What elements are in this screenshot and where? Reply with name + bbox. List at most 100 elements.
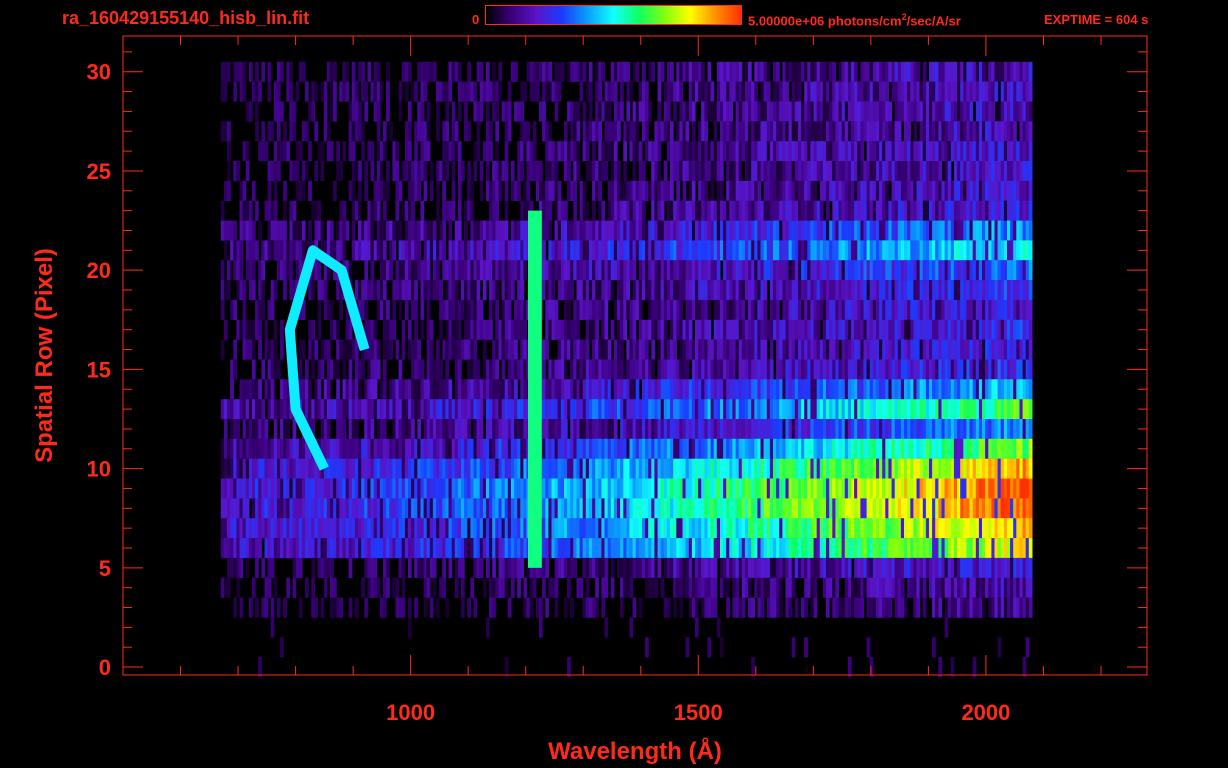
heatmap-cell xyxy=(882,319,886,340)
heatmap-cell xyxy=(701,399,705,420)
heatmap-cell xyxy=(657,180,662,201)
heatmap-cell xyxy=(751,260,755,281)
heatmap-cell xyxy=(769,141,774,162)
heatmap-cell xyxy=(982,379,986,400)
heatmap-cell xyxy=(638,498,643,519)
heatmap-cell xyxy=(729,240,733,261)
heatmap-cell xyxy=(258,339,262,360)
heatmap-cell xyxy=(398,419,403,440)
heatmap-cell xyxy=(492,161,496,182)
heatmap-cell xyxy=(495,121,499,142)
heatmap-cell xyxy=(857,180,861,201)
heatmap-cell xyxy=(666,260,671,281)
heatmap-cell xyxy=(975,180,980,201)
heatmap-cell xyxy=(326,61,331,82)
heatmap-cell xyxy=(854,141,858,162)
heatmap-cell xyxy=(492,438,496,459)
heatmap-cell xyxy=(520,438,524,459)
heatmap-cell xyxy=(423,121,428,142)
heatmap-cell xyxy=(314,200,319,221)
heatmap-cell xyxy=(794,419,799,440)
heatmap-cell xyxy=(479,399,484,420)
heatmap-cell xyxy=(570,180,574,201)
heatmap-cell xyxy=(885,379,889,400)
heatmap-cell xyxy=(529,61,534,82)
heatmap-cell xyxy=(588,478,593,499)
heatmap-cell xyxy=(732,121,737,142)
heatmap-cell xyxy=(383,438,387,459)
heatmap-cell xyxy=(807,161,811,182)
heatmap-cell xyxy=(560,419,565,440)
heatmap-cell xyxy=(510,339,515,360)
heatmap-cell xyxy=(701,61,705,82)
heatmap-cell xyxy=(613,458,618,479)
heatmap-cell xyxy=(588,61,593,82)
heatmap-cell xyxy=(666,458,671,479)
heatmap-cell xyxy=(1010,101,1014,122)
heatmap-cell xyxy=(376,81,381,102)
heatmap-cell xyxy=(351,61,356,82)
heatmap-cell xyxy=(947,339,952,360)
heatmap-cell xyxy=(941,478,946,499)
heatmap-cell xyxy=(542,101,546,122)
heatmap-cell xyxy=(258,438,262,459)
heatmap-cell xyxy=(925,200,930,221)
heatmap-cell xyxy=(670,438,674,459)
heatmap-cell xyxy=(601,161,606,182)
heatmap-cell xyxy=(476,438,481,459)
heatmap-cell xyxy=(1003,319,1008,340)
heatmap-cell xyxy=(273,161,278,182)
heatmap-cell xyxy=(701,260,705,281)
heatmap-cell xyxy=(273,141,278,162)
heatmap-cell xyxy=(904,299,908,320)
heatmap-cell xyxy=(941,101,946,122)
heatmap-cell xyxy=(408,319,412,340)
heatmap-cell xyxy=(935,141,939,162)
heatmap-cell xyxy=(1028,280,1033,301)
heatmap-cell xyxy=(726,299,730,320)
heatmap-cell xyxy=(882,339,886,360)
heatmap-cell xyxy=(236,498,241,519)
heatmap-cell xyxy=(242,478,247,499)
heatmap-cell xyxy=(392,458,397,479)
heatmap-cell xyxy=(673,339,677,360)
heatmap-cell xyxy=(270,121,275,142)
heatmap-cell xyxy=(510,61,515,82)
heatmap-cell xyxy=(507,280,512,301)
heatmap-cell xyxy=(872,359,877,380)
heatmap-cell xyxy=(982,260,986,281)
heatmap-cell xyxy=(663,399,668,420)
heatmap-cell xyxy=(673,498,677,519)
heatmap-cell xyxy=(769,121,774,142)
heatmap-cell xyxy=(922,121,927,142)
heatmap-cell xyxy=(626,359,631,380)
heatmap-cell xyxy=(919,339,924,360)
heatmap-cell xyxy=(807,61,811,82)
heatmap-cell xyxy=(283,399,287,420)
heatmap-cell xyxy=(364,458,368,479)
heatmap-cell xyxy=(900,81,905,102)
heatmap-cell xyxy=(1007,299,1011,320)
heatmap-cell xyxy=(1007,399,1011,420)
heatmap-cell xyxy=(457,141,462,162)
heatmap-cell xyxy=(801,478,805,499)
heatmap-cell xyxy=(408,438,412,459)
heatmap-cell xyxy=(564,161,568,182)
heatmap-cell xyxy=(682,161,687,182)
heatmap-cell xyxy=(429,319,434,340)
heatmap-cell xyxy=(685,438,690,459)
heatmap-cell xyxy=(819,220,824,241)
heatmap-cell xyxy=(539,61,543,82)
heatmap-cell xyxy=(592,399,596,420)
heatmap-cell xyxy=(798,458,802,479)
heatmap-cell xyxy=(704,81,709,102)
heatmap-cell xyxy=(1025,81,1030,102)
heatmap-cell xyxy=(763,121,768,142)
heatmap-cell xyxy=(479,438,484,459)
heatmap-cell xyxy=(364,498,368,519)
heatmap-cell xyxy=(370,359,375,380)
heatmap-cell xyxy=(900,399,905,420)
heatmap-cell xyxy=(869,399,874,420)
heatmap-cell xyxy=(978,240,983,261)
heatmap-cell xyxy=(545,498,549,519)
